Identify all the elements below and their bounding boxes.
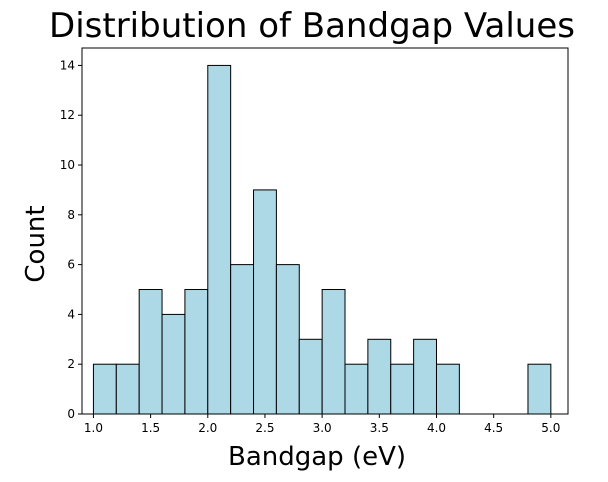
x-tick-label: 4.5	[484, 421, 503, 435]
histogram-bar	[344, 363, 369, 415]
x-tick-label: 3.5	[370, 421, 389, 435]
x-tick-label: 2.0	[198, 421, 217, 435]
bars-group	[92, 64, 552, 415]
histogram-bar	[298, 338, 323, 415]
histogram-bar	[138, 289, 163, 415]
x-axis-label: Bandgap (eV)	[228, 442, 406, 472]
y-axis-ticks: 0 2 4 6 8 10 12 14	[60, 58, 82, 421]
x-tick-label: 2.5	[255, 421, 274, 435]
y-axis-label: Count	[21, 205, 51, 282]
histogram-bar	[527, 363, 552, 415]
histogram-bar	[92, 363, 117, 415]
histogram-bar	[115, 363, 140, 415]
histogram-bar	[367, 338, 392, 415]
histogram-bar	[207, 64, 232, 415]
x-tick-label: 1.5	[141, 421, 160, 435]
x-tick-label: 1.0	[84, 421, 103, 435]
x-axis-ticks: 1.0 1.5 2.0 2.5 3.0 3.5 4.0 4.5 5.0	[84, 414, 560, 435]
axes-frame	[81, 47, 569, 415]
y-tick-label: 12	[60, 108, 75, 122]
histogram-bar	[390, 363, 415, 415]
histogram-bar	[275, 264, 300, 415]
x-tick-label: 3.0	[313, 421, 332, 435]
histogram-bar	[253, 189, 277, 415]
histogram-bar	[413, 338, 437, 415]
y-tick-label: 8	[67, 208, 75, 222]
y-tick-label: 4	[67, 307, 75, 321]
y-tick-label: 2	[67, 357, 75, 371]
x-tick-label: 5.0	[541, 421, 560, 435]
histogram-bar	[435, 363, 460, 415]
y-tick-label: 0	[67, 407, 75, 421]
histogram-bar	[184, 289, 209, 415]
y-tick-label: 10	[60, 158, 75, 172]
x-tick-label: 4.0	[427, 421, 446, 435]
chart-title: Distribution of Bandgap Values	[49, 6, 575, 46]
histogram-bar	[230, 264, 255, 415]
y-tick-label: 6	[67, 258, 75, 272]
histogram-bar	[161, 313, 186, 415]
y-tick-label: 14	[60, 58, 75, 72]
histogram-bar	[321, 289, 346, 415]
